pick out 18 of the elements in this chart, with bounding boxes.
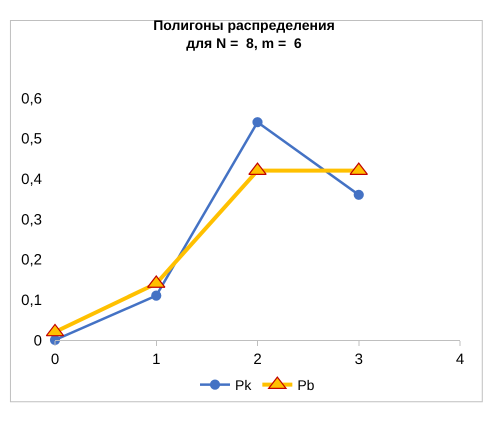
point — [354, 190, 364, 200]
x-tick-label: 1 — [152, 351, 160, 368]
y-tick-label: 0,2 — [21, 252, 42, 269]
x-tick-label: 0 — [50, 351, 60, 368]
y-tick-label: 0,3 — [21, 211, 42, 228]
y-tick-label: 0,1 — [21, 292, 42, 309]
legend-label: Pk — [235, 377, 252, 394]
x-tick-label: 3 — [354, 351, 363, 368]
y-tick-label: 0,4 — [21, 170, 42, 188]
y-tick-label: 0,5 — [21, 130, 42, 148]
x-tick-label: 2 — [253, 351, 262, 368]
point — [252, 117, 263, 128]
legend-label: Pb — [297, 377, 315, 394]
y-tick-label: 0 — [34, 332, 42, 350]
point — [151, 290, 162, 301]
x-tick-label: 4 — [456, 351, 464, 368]
chart-title: Полигоны распределения для N = 8, m = 6 — [153, 16, 335, 51]
y-tick-label: 0,6 — [21, 90, 42, 108]
